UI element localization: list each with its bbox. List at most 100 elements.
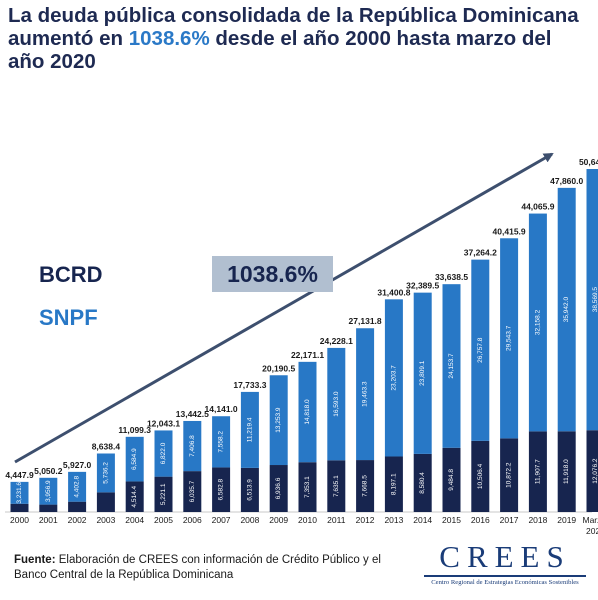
total-label: 12,043.1: [147, 418, 180, 428]
bar-label-snpf: 7,558.2: [218, 431, 225, 453]
chart-title: La deuda pública consolidada de la Repúb…: [8, 4, 593, 73]
bar-label-bcrd: 7,668.5: [362, 475, 369, 497]
bar-snpf: [356, 328, 375, 461]
bar-label-bcrd: 6,513.9: [246, 479, 253, 501]
bar-snpf: [183, 420, 202, 472]
bar-label-snpf: 23,203.7: [390, 365, 397, 391]
bar-snpf: [269, 375, 288, 466]
x-tick-label: Marzo,: [583, 515, 598, 525]
total-label: 40,415.9: [493, 226, 526, 236]
bar-snpf: [413, 292, 432, 454]
bar-label-snpf: 23,809.1: [419, 360, 426, 386]
bar-label-bcrd: 10,872.2: [506, 462, 513, 488]
bar-bcrd: [96, 492, 115, 512]
x-tick-label: 2015: [442, 515, 461, 525]
bar-label-bcrd: 6,582.8: [218, 478, 225, 500]
x-tick-label: 2018: [528, 515, 547, 525]
bar-snpf: [96, 453, 115, 493]
bar-bcrd: [528, 431, 547, 512]
bar-bcrd: [413, 453, 432, 512]
total-label: 24,228.1: [320, 336, 353, 346]
total-label: 50,645.7: [579, 157, 598, 167]
x-tick-label: 2002: [68, 515, 87, 525]
bar-label-bcrd: 11,918.0: [563, 459, 570, 484]
bar-bcrd: [154, 476, 173, 512]
bar-label-bcrd: 12,076.2: [592, 458, 598, 484]
bar-bcrd: [557, 431, 576, 512]
total-label: 37,264.2: [464, 248, 497, 258]
total-label: 4,447.9: [5, 470, 34, 480]
bar-label-bcrd: 6,936.6: [275, 477, 282, 499]
total-label: 33,638.5: [435, 272, 468, 282]
bar-label-snpf: 7,406.8: [189, 435, 196, 457]
x-tick-label: 2001: [39, 515, 58, 525]
legend-bcrd: BCRD: [39, 262, 103, 287]
total-label: 5,927.0: [63, 460, 92, 470]
bar-label-bcrd: 8,197.1: [390, 473, 397, 495]
logo-divider: [424, 575, 586, 577]
total-label: 20,190.5: [262, 363, 295, 373]
x-tick-label: 2016: [471, 515, 490, 525]
x-tick-label: 2020: [586, 526, 598, 536]
bar-bcrd: [212, 467, 231, 512]
source-text: Elaboración de CREES con información de …: [14, 554, 381, 581]
growth-label: 1038.6%: [212, 256, 333, 292]
bar-bcrd: [356, 460, 375, 512]
legend-snpf: SNPF: [39, 305, 98, 330]
bar-snpf: [557, 187, 576, 432]
total-label: 11,099.3: [118, 425, 151, 435]
bar-snpf: [528, 213, 547, 432]
bar-label-snpf: 26,757.8: [477, 337, 484, 363]
x-tick-label: 2009: [269, 515, 288, 525]
bar-snpf: [154, 430, 173, 477]
bar-label-bcrd: 5,221.1: [160, 483, 167, 505]
bar-label-snpf: 35,942.0: [563, 297, 570, 323]
title-text-end: desde el año 2000 hasta marzo del año 20…: [8, 27, 552, 73]
bar-snpf: [240, 391, 259, 468]
total-label: 32,389.5: [406, 281, 439, 291]
total-label: 13,442.5: [176, 409, 209, 419]
x-tick-label: 2014: [413, 515, 432, 525]
bar-label-snpf: 11,219.4: [246, 417, 253, 442]
bar-label-snpf: 32,158.2: [534, 309, 541, 335]
bar-label-snpf: 38,569.5: [592, 287, 598, 313]
total-label: 14,141.0: [205, 404, 238, 414]
total-label: 5,050.2: [34, 466, 63, 476]
bar-bcrd: [68, 501, 87, 512]
title-text: La deuda pública consolidada de la Repúb…: [8, 4, 579, 50]
bar-label-snpf: 3,956.9: [45, 480, 52, 502]
bar-snpf: [500, 238, 519, 439]
title-highlight: 1038.6%: [128, 27, 210, 50]
bar-label-snpf: 5,736.2: [102, 462, 109, 484]
bar-label-bcrd: 8,580.4: [419, 472, 426, 494]
x-tick-label: 2008: [240, 515, 259, 525]
x-tick-label: 2004: [125, 515, 144, 525]
bar-snpf: [471, 259, 490, 441]
total-label: 8,638.4: [92, 441, 121, 451]
bar-snpf: [586, 169, 598, 431]
total-label: 47,860.0: [550, 176, 583, 186]
bar-label-snpf: 3,231.6: [16, 482, 23, 504]
x-tick-label: 2003: [96, 515, 115, 525]
source-label: Fuente:: [14, 554, 56, 566]
bar-bcrd: [586, 430, 598, 512]
bar-snpf: [68, 471, 87, 502]
bar-label-snpf: 4,402.8: [74, 476, 81, 498]
x-tick-label: 2017: [500, 515, 519, 525]
bar-label-snpf: 13,253.9: [275, 407, 282, 433]
x-tick-label: 2011: [327, 515, 346, 525]
bar-label-snpf: 14,818.0: [304, 399, 311, 425]
bar-snpf: [39, 477, 58, 505]
bar-label-snpf: 16,593.0: [333, 391, 340, 417]
bar-bcrd: [39, 504, 58, 512]
bar-label-bcrd: 4,514.4: [131, 485, 138, 507]
bar-label-snpf: 19,463.3: [362, 381, 369, 407]
logo-subtitle: Centro Regional de Estrategias Económica…: [431, 578, 579, 586]
bar-snpf: [327, 347, 346, 461]
total-label: 22,171.1: [291, 350, 324, 360]
bar-snpf: [442, 284, 461, 448]
bar-bcrd: [327, 460, 346, 512]
x-tick-label: 2007: [212, 515, 231, 525]
bar-bcrd: [384, 456, 403, 512]
bar-snpf: [384, 299, 403, 457]
